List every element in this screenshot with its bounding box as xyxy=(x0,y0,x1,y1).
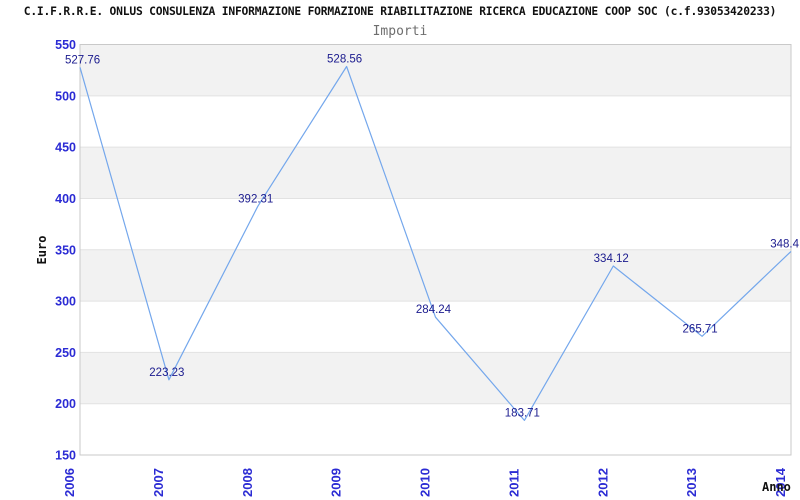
data-point-label: 528.56 xyxy=(327,54,362,66)
y-tick-label: 200 xyxy=(55,397,76,411)
data-point-label: 265.71 xyxy=(683,323,718,335)
y-axis-band xyxy=(80,301,791,353)
x-tick-label: 2009 xyxy=(329,468,344,497)
data-point-label: 527.76 xyxy=(65,54,100,66)
x-axis-title: Anno xyxy=(762,480,791,494)
data-point-label: 284.24 xyxy=(416,304,452,316)
data-point-label: 223.23 xyxy=(149,367,184,379)
y-tick-label: 550 xyxy=(55,38,76,52)
y-axis-band xyxy=(80,249,791,302)
x-tick-label: 2006 xyxy=(62,468,77,497)
x-tick-label: 2011 xyxy=(506,469,521,497)
x-tick-label: 2014 xyxy=(773,467,788,497)
y-tick-label: 450 xyxy=(55,141,76,155)
y-axis-band xyxy=(80,403,791,455)
y-tick-label: 500 xyxy=(55,89,76,103)
y-tick-label: 300 xyxy=(55,295,76,309)
x-tick-label: 2008 xyxy=(240,468,255,497)
y-axis-band xyxy=(80,147,791,199)
chart-subtitle: Importi xyxy=(372,24,428,39)
y-axis-band xyxy=(80,95,791,148)
x-tick-label: 2013 xyxy=(684,468,699,497)
y-axis-band xyxy=(80,352,791,404)
series-line xyxy=(79,65,792,421)
x-tick-label: 2012 xyxy=(595,468,610,497)
y-axis-band xyxy=(80,44,791,96)
chart-title: C.I.F.R.R.E. ONLUS CONSULENZA INFORMAZIO… xyxy=(23,5,777,18)
data-point-label: 183.71 xyxy=(505,407,540,419)
y-tick-label: 250 xyxy=(55,346,76,360)
x-tick-label: 2010 xyxy=(418,468,433,497)
y-tick-label: 350 xyxy=(55,243,76,257)
data-point-label: 348.4 xyxy=(770,238,799,250)
y-axis-title: Euro xyxy=(35,236,49,265)
data-point-label: 334.12 xyxy=(594,253,629,265)
y-axis-band xyxy=(80,198,791,250)
data-point-label: 392.31 xyxy=(238,193,273,205)
y-tick-label: 400 xyxy=(55,192,76,206)
x-tick-label: 2007 xyxy=(151,468,166,497)
plot-border xyxy=(79,44,792,456)
y-tick-label: 150 xyxy=(55,449,76,463)
